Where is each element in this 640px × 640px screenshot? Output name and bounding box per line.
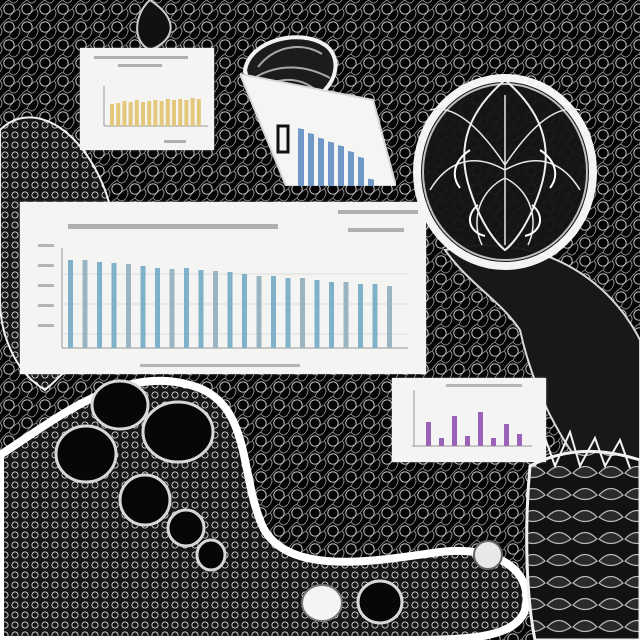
small-bars-bar-3 — [122, 101, 127, 126]
brain-illustration — [413, 74, 597, 270]
main-bars-bar-21 — [358, 284, 363, 348]
tilted-bar-2 — [308, 132, 314, 186]
small-bars-bar-14 — [190, 98, 195, 126]
blurred-main-title — [68, 210, 418, 232]
purple-bars — [426, 412, 522, 446]
main-bars-bar-19 — [329, 282, 334, 348]
bone-holes — [54, 379, 503, 625]
main-bars-bar-10 — [198, 270, 204, 348]
main-bars-bar-23 — [387, 286, 392, 348]
tilted-bar-6 — [348, 151, 354, 186]
main-bars-bar-22 — [372, 284, 378, 348]
tilted-bar-chart-card — [240, 36, 396, 186]
tilted-bar-8 — [368, 178, 374, 186]
purple-bars-bar-4 — [465, 436, 470, 446]
main-bars-bar-7 — [155, 268, 160, 348]
porous-bone-structure — [0, 376, 531, 640]
purple-bars-bar-8 — [517, 434, 522, 446]
tilted-bar-1 — [298, 128, 304, 186]
purple-bar-chart-panel — [392, 378, 546, 462]
main-bars-bar-2 — [82, 260, 88, 348]
main-bars-bar-4 — [111, 263, 117, 348]
tilted-bar-3 — [318, 137, 324, 186]
main-bars-bar-1 — [68, 260, 73, 348]
small-bar-chart — [80, 48, 214, 150]
tilted-bar-4 — [328, 141, 334, 186]
main-bar-chart — [20, 202, 426, 374]
main-bars-bar-8 — [169, 269, 175, 348]
purple-bars-bar-6 — [491, 438, 496, 446]
main-bars-bar-3 — [97, 262, 102, 348]
main-bars-bar-20 — [343, 282, 349, 348]
tilted-bar-5 — [338, 145, 344, 186]
tilted-bar-7 — [358, 156, 364, 186]
main-bars-bar-17 — [300, 278, 305, 348]
main-bars — [68, 260, 392, 348]
blurred-main-ticks — [38, 244, 300, 367]
small-bars-bar-2 — [116, 103, 121, 126]
small-bars-bar-11 — [172, 100, 176, 126]
small-bars-bar-9 — [159, 101, 164, 126]
main-bars-bar-16 — [285, 278, 291, 348]
small-bars-bar-5 — [134, 100, 139, 126]
small-bars-bar-12 — [178, 99, 183, 126]
small-bars-bar-15 — [196, 99, 201, 126]
main-bars-bar-6 — [140, 266, 146, 348]
small-bars-bar-4 — [128, 102, 133, 126]
blurred-purple-title — [446, 384, 522, 387]
purple-bars-bar-7 — [504, 424, 509, 446]
tilted-bar-chart — [240, 72, 396, 186]
small-bar-chart-panel — [80, 48, 214, 150]
blurred-title-lines — [94, 56, 188, 67]
purple-bars-bar-5 — [478, 412, 483, 446]
small-bars-bar-10 — [165, 99, 170, 126]
purple-bar-chart — [392, 378, 546, 462]
small-bars-bar-6 — [141, 102, 145, 126]
main-bars-bar-13 — [242, 274, 247, 348]
purple-bars-bar-3 — [452, 416, 457, 446]
main-bars-bar-9 — [184, 268, 189, 348]
small-bars — [110, 98, 201, 126]
spiky-pod-structure — [525, 449, 640, 640]
main-bars-bar-12 — [227, 272, 233, 348]
purple-bars-bar-1 — [426, 422, 431, 446]
pod-spikes — [534, 429, 631, 469]
blurred-axis-label — [164, 140, 186, 143]
purple-bars-bar-2 — [439, 438, 444, 446]
main-bars-bar-18 — [314, 280, 320, 348]
main-bar-chart-panel — [20, 202, 426, 374]
small-bars-bar-13 — [184, 100, 189, 126]
main-bars-bar-5 — [126, 264, 131, 348]
small-bars-bar-8 — [153, 100, 158, 126]
small-bars-bar-7 — [147, 101, 152, 126]
main-gridlines — [62, 273, 408, 335]
small-bars-bar-1 — [110, 104, 114, 126]
main-bars-bar-11 — [213, 271, 218, 348]
main-bars-bar-15 — [271, 276, 276, 348]
tilted-bars — [298, 128, 374, 186]
main-bars-bar-14 — [256, 276, 262, 348]
